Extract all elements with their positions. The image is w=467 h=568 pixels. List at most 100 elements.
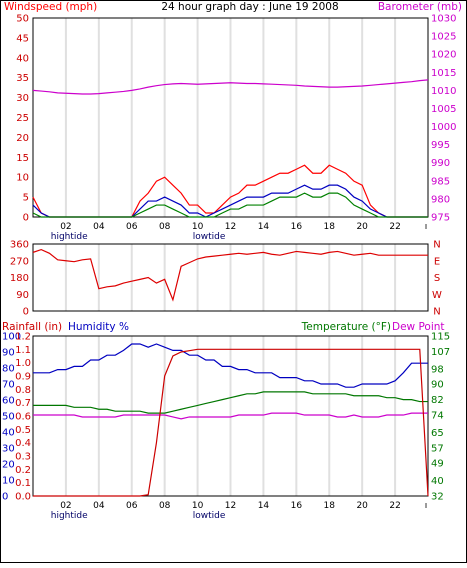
barometer-line [32, 79, 429, 95]
windspeed-y-tick: 0 [23, 213, 29, 224]
dewpoint-axis-label: Dew Point [392, 321, 445, 333]
rainfall-y-tick: 0.4 [15, 438, 31, 449]
humidity-y-tick: 20 [2, 460, 15, 471]
rainfall-y-tick: 0.7 [15, 398, 31, 409]
rainfall-y-tick: 1.0 [15, 358, 31, 369]
rain-panel-x-tick: 20 [356, 501, 368, 511]
windspeed-y-tick: 5 [23, 193, 29, 204]
humidity-y-tick: 70 [2, 380, 15, 391]
rain-panel-x-tick: 10 [192, 501, 204, 511]
humidity-y-tick: 10 [2, 476, 15, 487]
rainfall-y-tick: 1.1 [15, 345, 31, 356]
compass-label: S [434, 273, 440, 284]
rainfall-y-tick: 0.6 [15, 412, 31, 423]
direction-y-tick: 180 [10, 273, 29, 284]
rain-panel-x-tick: 12 [225, 501, 236, 511]
rainfall-line [33, 348, 429, 497]
windspeed-y-tick: 10 [16, 173, 29, 184]
temperature-y-tick: 115 [431, 332, 450, 343]
windspeed-y-tick: 35 [16, 73, 29, 84]
wind-panel-x-tick: 16 [291, 222, 303, 232]
wind-panel-x-tick: 10 [192, 222, 204, 232]
rain-panel-x-tick: 18 [324, 501, 336, 511]
temperature-axis-label: Temperature (°F) [301, 321, 391, 333]
temperature-y-tick: 65 [431, 428, 444, 439]
barometer-y-tick: 1010 [431, 86, 456, 97]
wind-direction-line [32, 248, 428, 302]
rainfall-y-tick: 0.9 [15, 372, 31, 383]
rain-panel-x-tick: 14 [258, 501, 270, 511]
rainfall-axis-label: Rainfall (in) [2, 321, 62, 333]
temperature-y-tick: 98 [431, 364, 444, 375]
wind-panel-frame [32, 17, 429, 218]
direction-y-tick: 270 [10, 256, 29, 267]
temperature-y-tick: 74 [431, 411, 444, 422]
rainfall-y-tick: 0.1 [15, 478, 31, 489]
windspeed-y-tick: 30 [16, 93, 29, 104]
temperature-y-tick: 32 [431, 492, 444, 503]
chart-title: 24 hour graph day : June 19 2008 [161, 1, 338, 13]
rain-humidity-temperature-plot: 0 10 20 30 40 50 60 70 80 90 100 0.0 0.1 0.2 0.3 0.4 0.5… [2, 332, 450, 522]
compass-label: N [433, 307, 440, 318]
humidity-y-tick: 30 [2, 444, 15, 455]
rainfall-y-tick: 0.8 [15, 385, 31, 396]
wind-panel-tide-label: lowtide [193, 232, 226, 242]
wind-speed-line [32, 192, 428, 218]
rain-panel-x-tick: 06 [126, 501, 138, 511]
humidity-y-tick: 90 [2, 348, 15, 359]
rain-panel-x-tick: 08 [159, 501, 171, 511]
windspeed-y-tick: 20 [16, 133, 29, 144]
barometer-y-tick: 1015 [431, 68, 456, 79]
windspeed-y-tick: 50 [16, 14, 29, 25]
wind-barometer-plot: 0510152025303540455097598098599099510001… [16, 14, 456, 243]
rainfall-y-tick: 0.2 [15, 465, 31, 476]
direction-y-tick: 90 [16, 290, 29, 301]
barometer-y-tick: 985 [431, 176, 450, 187]
barometer-y-tick: 990 [431, 158, 450, 169]
temperature-y-tick: 90 [431, 380, 444, 391]
humidity-y-tick: 60 [2, 396, 15, 407]
temperature-y-tick: 49 [431, 459, 444, 470]
windspeed-axis-label: Windspeed (mph) [4, 1, 97, 13]
humidity-axis-label: Humidity % [68, 321, 129, 333]
wind-panel-x-tick: 14 [258, 222, 270, 232]
windspeed-y-tick: 15 [16, 153, 29, 164]
humidity-y-tick: 0 [2, 492, 8, 503]
barometer-y-tick: 975 [431, 213, 450, 224]
rain-panel-tide-label: hightide [51, 511, 88, 521]
wind-panel-x-tick: 20 [356, 222, 368, 232]
windspeed-y-tick: 45 [16, 33, 29, 44]
wind-panel-x-tick: 02 [60, 222, 71, 232]
windspeed-y-tick: 40 [16, 53, 29, 64]
wind-panel-x-tick: 08 [159, 222, 171, 232]
rain-panel-x-tick-end: ı [425, 501, 428, 511]
windspeed-y-tick: 25 [16, 113, 29, 124]
wind-panel-x-tick: 22 [389, 222, 400, 232]
barometer-axis-label: Barometer (mb) [378, 1, 462, 13]
barometer-y-tick: 980 [431, 194, 450, 205]
humidity-y-tick: 40 [2, 428, 15, 439]
direction-y-tick: 360 [10, 240, 29, 251]
wind-panel-x-tick-end: ı [425, 222, 428, 232]
temperature-y-tick: 57 [431, 443, 444, 454]
temperature-y-tick: 40 [431, 476, 444, 487]
barometer-y-tick: 1030 [431, 14, 456, 25]
humidity-y-tick: 50 [2, 412, 15, 423]
rain-panel-x-tick: 04 [93, 501, 105, 511]
wind-panel-x-tick: 06 [126, 222, 138, 232]
rain-panel-tide-label: lowtide [193, 511, 226, 521]
rainfall-y-tick: 0.5 [15, 425, 31, 436]
compass-label: W [432, 290, 442, 301]
barometer-y-tick: 1005 [431, 104, 456, 115]
wind-panel-tide-label: hightide [51, 232, 88, 242]
rainfall-y-tick: 0.3 [15, 452, 31, 463]
direction-y-tick: 0 [23, 307, 29, 318]
barometer-y-tick: 1025 [431, 32, 456, 43]
dewpoint-line [33, 412, 428, 420]
direction-panel-frame [32, 243, 429, 312]
rain-panel-frame [32, 335, 429, 497]
temperature-y-tick: 107 [431, 347, 450, 358]
humidity-y-tick: 100 [2, 332, 21, 343]
